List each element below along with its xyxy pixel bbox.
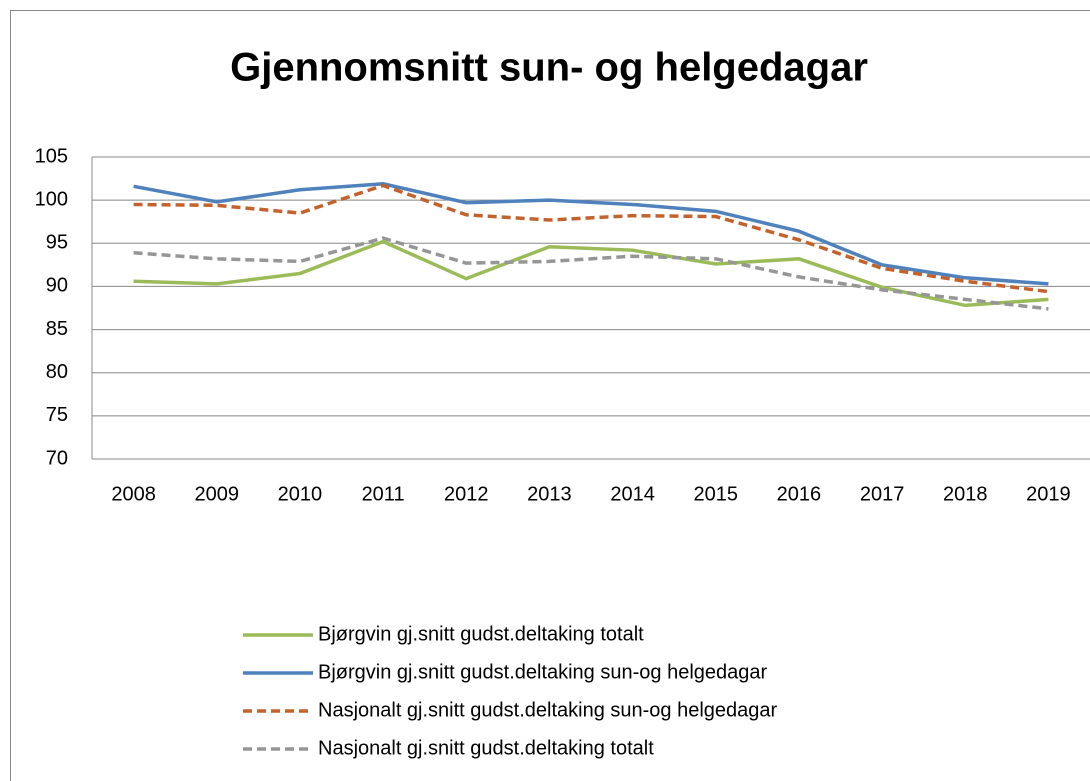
legend-label: Nasjonalt gj.snitt gudst.deltaking sun-o… <box>318 699 778 721</box>
chart-frame <box>10 10 1090 781</box>
x-tick-label: 2008 <box>111 483 156 505</box>
legend-label: Bjørgvin gj.snitt gudst.deltaking totalt <box>318 623 644 645</box>
chart-title: Gjennomsnitt sun- og helgedagar <box>230 46 868 90</box>
y-tick-label: 90 <box>46 275 68 297</box>
x-tick-label: 2012 <box>444 483 489 505</box>
series-line <box>133 183 1049 294</box>
x-tick-label: 2016 <box>777 483 822 505</box>
legend-label: Nasjonalt gj.snitt gudst.deltaking total… <box>318 737 654 759</box>
x-tick-label: 2013 <box>527 483 572 505</box>
x-tick-label: 2017 <box>860 483 905 505</box>
series-line <box>133 181 1049 286</box>
y-tick-label: 80 <box>46 361 68 383</box>
y-tick-label: 105 <box>35 145 68 167</box>
y-tick-label: 100 <box>35 188 68 210</box>
x-tick-label: 2015 <box>694 483 739 505</box>
y-tick-label: 75 <box>46 404 68 426</box>
y-tick-label: 95 <box>46 232 68 254</box>
x-tick-label: 2014 <box>610 483 655 505</box>
x-tick-label: 2011 <box>362 483 405 505</box>
x-tick-label: 2019 <box>1026 483 1071 505</box>
series-line <box>133 236 1049 311</box>
x-tick-label: 2010 <box>278 483 323 505</box>
y-tick-label: 70 <box>46 447 68 469</box>
legend-label: Bjørgvin gj.snitt gudst.deltaking sun-og… <box>318 661 768 683</box>
y-tick-label: 85 <box>46 318 68 340</box>
x-tick-label: 2018 <box>943 483 988 505</box>
x-tick-label: 2009 <box>195 483 240 505</box>
